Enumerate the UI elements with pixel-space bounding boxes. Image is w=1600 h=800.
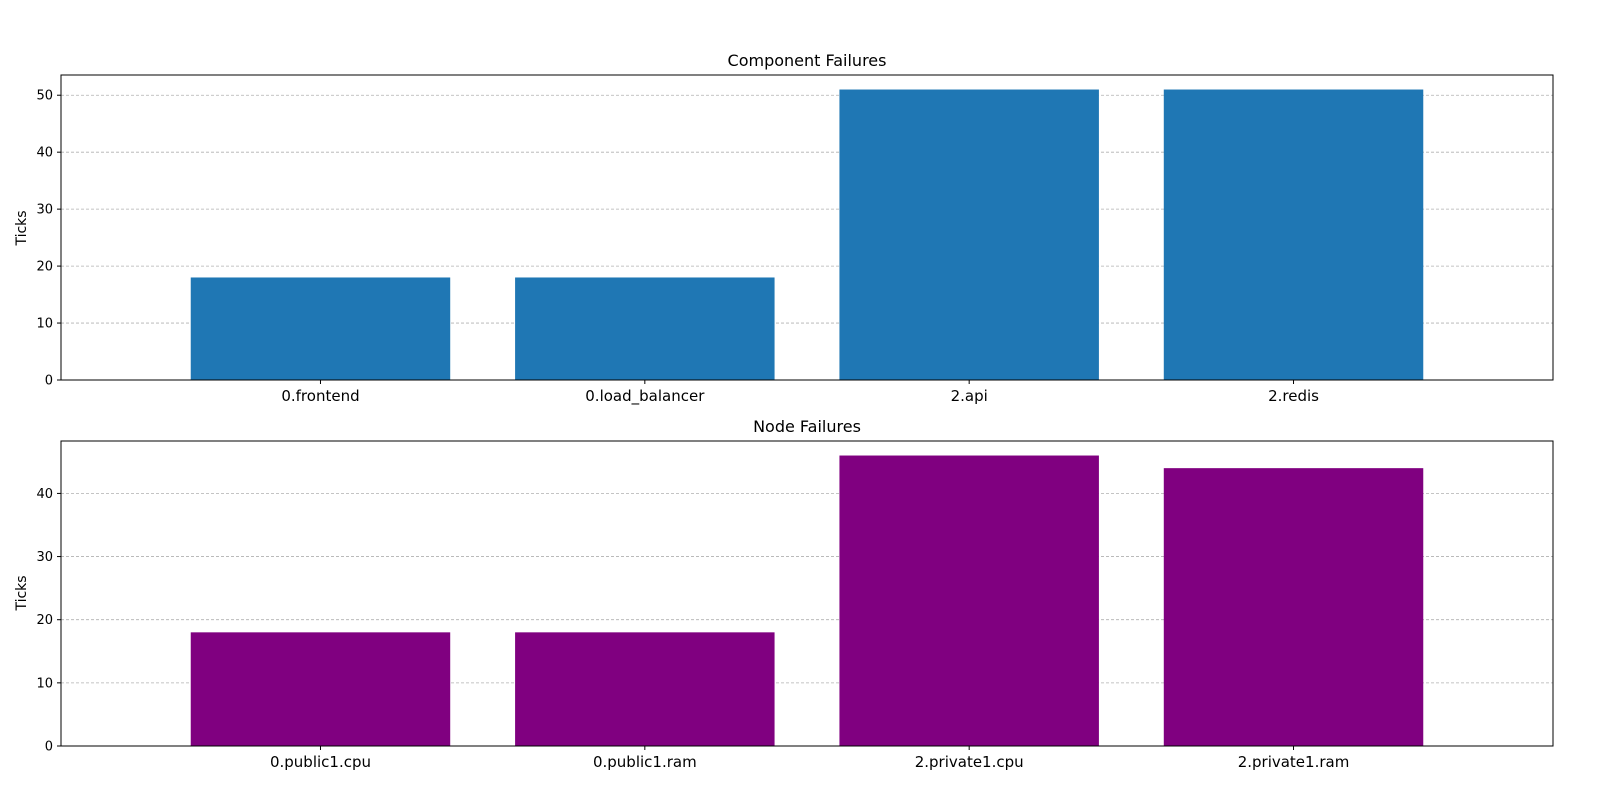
- bar: [839, 455, 1099, 746]
- bar: [515, 277, 775, 380]
- x-ticks: 0.public1.cpu 0.public1.ram 2.private1.cpu…: [270, 746, 1349, 771]
- bar: [515, 632, 775, 746]
- bar: [190, 632, 451, 746]
- y-tick-label: 30: [36, 203, 53, 218]
- chart-title: Node Failures: [753, 417, 861, 436]
- y-tick-label: 40: [36, 146, 53, 161]
- bar: [1163, 468, 1424, 746]
- y-axis-label: Ticks: [14, 210, 30, 246]
- component-failures-chart: Component Failures Ticks 0 10 20 30 40 50 0.f…: [14, 51, 1554, 406]
- bar: [1163, 89, 1424, 381]
- grid-lines: [61, 493, 1553, 684]
- bar: [190, 277, 451, 380]
- y-tick-label: 0: [45, 374, 53, 389]
- y-ticks: 0 10 20 30 40: [36, 487, 61, 755]
- y-axis-label: Ticks: [14, 575, 30, 611]
- y-ticks: 0 10 20 30 40 50: [36, 89, 61, 389]
- y-tick-label: 20: [36, 613, 53, 628]
- plot-frame: [60, 74, 1554, 381]
- y-tick-label: 0: [45, 740, 53, 755]
- x-ticks: 0.frontend 0.load_balancer 2.api 2.redis: [281, 380, 1319, 406]
- y-tick-label: 40: [36, 487, 53, 502]
- x-tick-label: 0.public1.ram: [593, 753, 697, 771]
- bar: [839, 89, 1099, 381]
- x-tick-label: 2.private1.ram: [1238, 753, 1350, 771]
- chart-title: Component Failures: [728, 51, 887, 70]
- x-tick-label: 2.api: [951, 387, 988, 405]
- y-tick-label: 20: [36, 260, 53, 275]
- y-tick-label: 10: [36, 676, 53, 691]
- y-tick-label: 50: [36, 89, 53, 104]
- grid-lines: [61, 94, 1553, 324]
- x-tick-label: 0.frontend: [281, 387, 359, 405]
- plot-frame: [60, 440, 1554, 747]
- x-tick-label: 0.public1.cpu: [270, 753, 371, 771]
- x-tick-label: 2.private1.cpu: [915, 753, 1024, 771]
- x-tick-label: 0.load_balancer: [585, 387, 705, 406]
- x-tick-label: 2.redis: [1268, 387, 1319, 405]
- bars: [190, 455, 1424, 746]
- node-failures-chart: Node Failures Ticks 0 10 20 30 40 0.public1.…: [14, 417, 1554, 771]
- y-tick-label: 10: [36, 317, 53, 332]
- y-tick-label: 30: [36, 550, 53, 565]
- bars: [190, 89, 1424, 381]
